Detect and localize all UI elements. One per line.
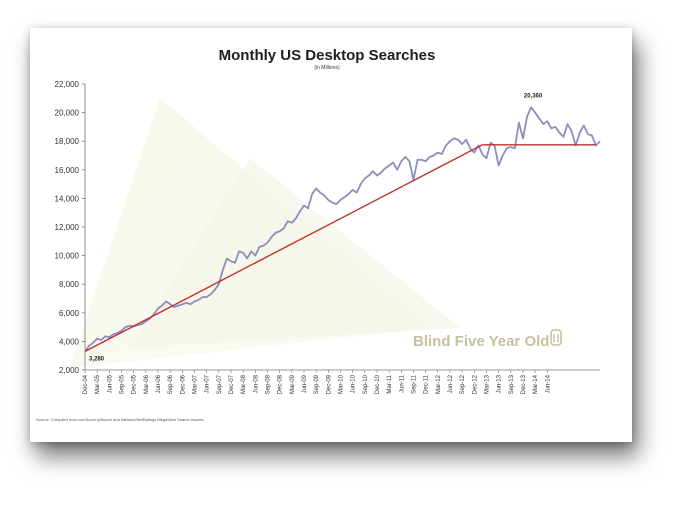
x-tick-label: Mar-11 (387, 374, 393, 393)
line-chart: Monthly US Desktop Searches (in Millions… (36, 47, 601, 422)
watermark: Blind Five Year Old (413, 329, 562, 350)
x-tick-label: Dec-09 (326, 374, 332, 394)
y-tick-label: 4,000 (59, 337, 80, 346)
x-tick-label: Mar-12 (436, 374, 442, 394)
x-tick-label: Jun-13 (497, 374, 503, 393)
x-tick-label: Mar-13 (484, 374, 490, 394)
chart-subtitle: (in Millions) (314, 65, 340, 71)
x-tick-label: Dec-12 (472, 374, 478, 394)
x-tick-label: Jun-06 (156, 374, 162, 393)
start-label: 3,280 (89, 357, 105, 363)
x-tick-label: Mar-07 (192, 374, 198, 394)
x-tick-label: Jun-12 (448, 374, 454, 393)
x-tick-label: Dec-10 (375, 374, 381, 394)
x-tick-label: Dec-05 (132, 374, 138, 394)
x-tick-label: Mar-09 (290, 374, 296, 394)
x-tick-label: Mar-08 (241, 374, 247, 394)
y-axis: 2,000 4,000 6,000 8,000 10,000 12,000 14,000 16… (55, 80, 86, 375)
x-tick-label: Dec-07 (229, 374, 235, 394)
plot-area: 20,360 3,280 (84, 93, 601, 363)
source-note: Source: Compiled from comScore qSearch a… (36, 417, 204, 422)
y-tick-label: 20,000 (55, 109, 80, 118)
x-tick-label: Sep-09 (314, 374, 320, 394)
y-tick-label: 14,000 (55, 194, 80, 203)
x-tick-label: Jun-05 (107, 374, 113, 393)
x-tick-label: Sep-08 (265, 374, 271, 394)
trend-line (84, 144, 483, 353)
x-tick-label: Mar-05 (95, 374, 101, 394)
y-tick-label: 8,000 (59, 280, 80, 289)
x-tick-label: Sep-07 (217, 374, 223, 394)
y-tick-label: 10,000 (55, 252, 80, 261)
y-tick-label: 6,000 (59, 309, 80, 318)
series-line (84, 106, 601, 353)
x-tick-label: Sep-12 (460, 374, 466, 394)
y-tick-label: 16,000 (55, 166, 80, 175)
x-tick-label: Jun-09 (302, 374, 308, 393)
x-tick-label: Sep-05 (119, 374, 125, 394)
watermark-text: Blind Five Year Old (413, 333, 549, 350)
background-triangle-2 (130, 158, 460, 348)
x-tick-label: Dec-04 (83, 374, 89, 394)
x-tick-label: Dec-13 (521, 374, 527, 394)
peak-label: 20,360 (524, 93, 543, 99)
chart-card: Monthly US Desktop Searches (in Millions… (30, 28, 632, 442)
x-tick-label: Sep-11 (411, 374, 417, 394)
x-tick-label: Dec-08 (278, 374, 284, 394)
x-tick-label: Jun-11 (399, 374, 405, 393)
x-tick-label: Jun-08 (253, 374, 259, 393)
x-axis: Dec-04 Mar-05 Jun-05 Sep-05 Dec-05 Mar-06 Jun-… (83, 369, 600, 394)
x-tick-label: Sep-06 (168, 374, 174, 394)
y-tick-label: 18,000 (55, 137, 80, 146)
y-tick-label: 12,000 (55, 223, 80, 232)
x-tick-label: Jun-10 (351, 374, 357, 393)
x-tick-label: Mar-10 (338, 374, 344, 394)
x-tick-label: Dec-06 (180, 374, 186, 394)
x-tick-label: Dec-11 (424, 374, 430, 394)
watermark-logo (550, 329, 562, 346)
x-tick-label: Mar-06 (144, 374, 150, 394)
x-tick-label: Sep-10 (363, 374, 369, 394)
chart-title: Monthly US Desktop Searches (219, 47, 436, 64)
x-tick-label: Sep-13 (509, 374, 515, 394)
x-tick-label: Jun-07 (205, 374, 211, 393)
x-tick-label: Jun-14 (545, 374, 551, 393)
y-tick-label: 2,000 (59, 366, 80, 375)
x-tick-label: Mar-14 (533, 374, 539, 394)
y-tick-label: 22,000 (55, 80, 80, 89)
